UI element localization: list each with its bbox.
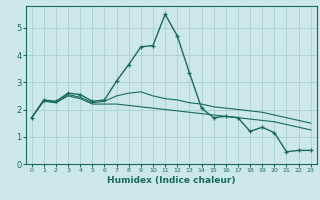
X-axis label: Humidex (Indice chaleur): Humidex (Indice chaleur) — [107, 176, 236, 185]
